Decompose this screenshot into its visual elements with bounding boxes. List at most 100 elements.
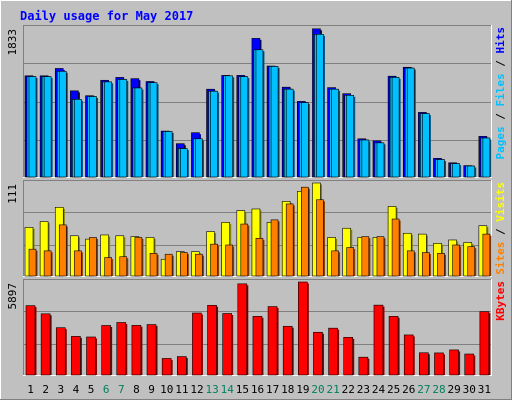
legend-separator: / <box>494 54 507 74</box>
bar-pages-day-9 <box>149 82 158 178</box>
bar-pages-day-7 <box>119 79 128 178</box>
bar-sites-day-21 <box>331 250 339 277</box>
bar-pages-day-3 <box>58 71 67 178</box>
bar-sites-day-15 <box>240 223 249 277</box>
chart-panels: 1833 Pages / Files / Hits 111 Sites / Visit… <box>6 25 507 376</box>
bar-sites-day-30 <box>467 246 476 277</box>
bar-pages-day-26 <box>406 67 415 178</box>
x-tick-label-4: 4 <box>73 383 80 396</box>
bar-kbytes-day-20 <box>313 331 323 376</box>
x-tick-label-1: 1 <box>27 383 34 396</box>
bar-sites-day-23 <box>361 236 370 277</box>
bar-pages-day-25 <box>391 77 400 178</box>
legend-item-kbytes: KBytes <box>494 281 507 321</box>
bar-pages-day-14 <box>225 75 233 178</box>
x-tick-label-17: 17 <box>266 383 279 396</box>
bar-pages-day-22 <box>346 95 355 178</box>
bar-kbytes-day-26 <box>403 334 414 376</box>
bar-sites-day-27 <box>422 252 430 277</box>
legend-item-sites: Sites <box>494 242 507 275</box>
x-tick-label-2: 2 <box>42 383 49 396</box>
legend-item-pages: Pages <box>494 126 507 159</box>
bar-pages-day-11 <box>179 148 188 178</box>
bar-kbytes-day-31 <box>479 311 490 376</box>
bar-kbytes-day-23 <box>358 356 369 376</box>
bar-pages-day-31 <box>482 137 491 178</box>
legend-item-files: Files <box>494 73 507 106</box>
bar-pages-day-15 <box>240 76 249 178</box>
bar-sites-day-28 <box>437 253 445 277</box>
bar-sites-day-10 <box>164 253 173 277</box>
bar-sites-day-31 <box>482 233 491 277</box>
bar-pages-day-17 <box>270 66 279 178</box>
bar-sites-day-22 <box>346 247 355 277</box>
bar-kbytes-day-24 <box>373 304 384 376</box>
x-tick-label-19: 19 <box>296 383 309 396</box>
bar-kbytes-day-30 <box>464 353 475 376</box>
bar-kbytes-day-25 <box>388 316 399 376</box>
bar-pages-day-20 <box>316 34 324 178</box>
legend-item-visits: Visits <box>494 182 507 222</box>
bar-sites-day-7 <box>119 256 128 277</box>
bar-pages-day-30 <box>467 165 476 178</box>
x-tick-label-18: 18 <box>281 383 294 396</box>
panel-visits: 111 Sites / Visits <box>6 180 507 277</box>
bar-sites-day-13 <box>210 243 218 277</box>
x-tick-label-27: 27 <box>417 383 430 396</box>
bar-pages-day-4 <box>74 99 82 178</box>
legend-hits: Pages / Files / Hits <box>494 27 507 160</box>
x-tick-label-23: 23 <box>357 383 370 396</box>
bar-sites-day-11 <box>179 252 188 277</box>
x-tick-label-15: 15 <box>236 383 249 396</box>
bar-pages-day-10 <box>164 131 173 178</box>
bar-pages-day-12 <box>195 138 203 178</box>
bar-pages-day-27 <box>422 113 430 178</box>
bar-sites-day-29 <box>452 244 460 277</box>
x-tick-label-31: 31 <box>478 383 491 396</box>
bar-sites-day-4 <box>74 250 82 277</box>
bar-kbytes-day-22 <box>343 337 354 376</box>
x-tick-label-22: 22 <box>342 383 355 396</box>
bar-sites-day-1 <box>28 248 37 277</box>
bar-sites-day-19 <box>301 186 309 277</box>
bar-kbytes-day-16 <box>252 316 263 376</box>
bar-kbytes-day-29 <box>449 349 459 376</box>
x-tick-label-24: 24 <box>372 383 386 396</box>
bar-pages-day-13 <box>210 90 218 178</box>
bar-kbytes-day-9 <box>146 324 157 376</box>
panel-hits: 1833 Pages / Files / Hits <box>6 25 507 178</box>
bar-kbytes-day-6 <box>101 325 111 376</box>
bar-kbytes-day-4 <box>71 336 81 376</box>
bar-kbytes-day-13 <box>207 304 217 376</box>
bar-pages-day-1 <box>28 76 37 178</box>
bar-sites-day-16 <box>255 237 264 277</box>
legend-separator: / <box>494 107 507 127</box>
x-tick-label-29: 29 <box>448 383 461 396</box>
bar-kbytes-day-12 <box>192 312 202 376</box>
bar-pages-day-28 <box>437 159 445 178</box>
x-tick-label-10: 10 <box>160 383 173 396</box>
x-tick-label-11: 11 <box>175 383 188 396</box>
x-tick-label-3: 3 <box>58 383 65 396</box>
bar-pages-day-23 <box>361 139 370 178</box>
legend-visits: Sites / Visits <box>494 182 507 275</box>
bar-kbytes-day-1 <box>25 305 36 376</box>
bar-kbytes-day-2 <box>40 313 51 376</box>
bar-sites-day-25 <box>391 218 400 277</box>
bar-sites-day-8 <box>134 237 143 277</box>
bar-sites-day-12 <box>195 253 203 277</box>
x-tick-label-30: 30 <box>463 383 476 396</box>
bar-kbytes-day-14 <box>222 313 232 376</box>
legend-item-hits: Hits <box>494 27 507 54</box>
x-tick-label-21: 21 <box>327 383 340 396</box>
x-tick-label-12: 12 <box>190 383 203 396</box>
legend-kbytes: KBytes <box>494 281 507 321</box>
bar-sites-day-18 <box>285 203 294 277</box>
bar-pages-day-18 <box>285 88 294 178</box>
bar-kbytes-day-11 <box>176 356 187 376</box>
bar-pages-day-8 <box>134 87 143 178</box>
bar-kbytes-day-19 <box>298 281 308 376</box>
bar-pages-day-24 <box>376 142 385 178</box>
bar-sites-day-14 <box>225 244 233 277</box>
bar-kbytes-day-10 <box>161 358 172 376</box>
